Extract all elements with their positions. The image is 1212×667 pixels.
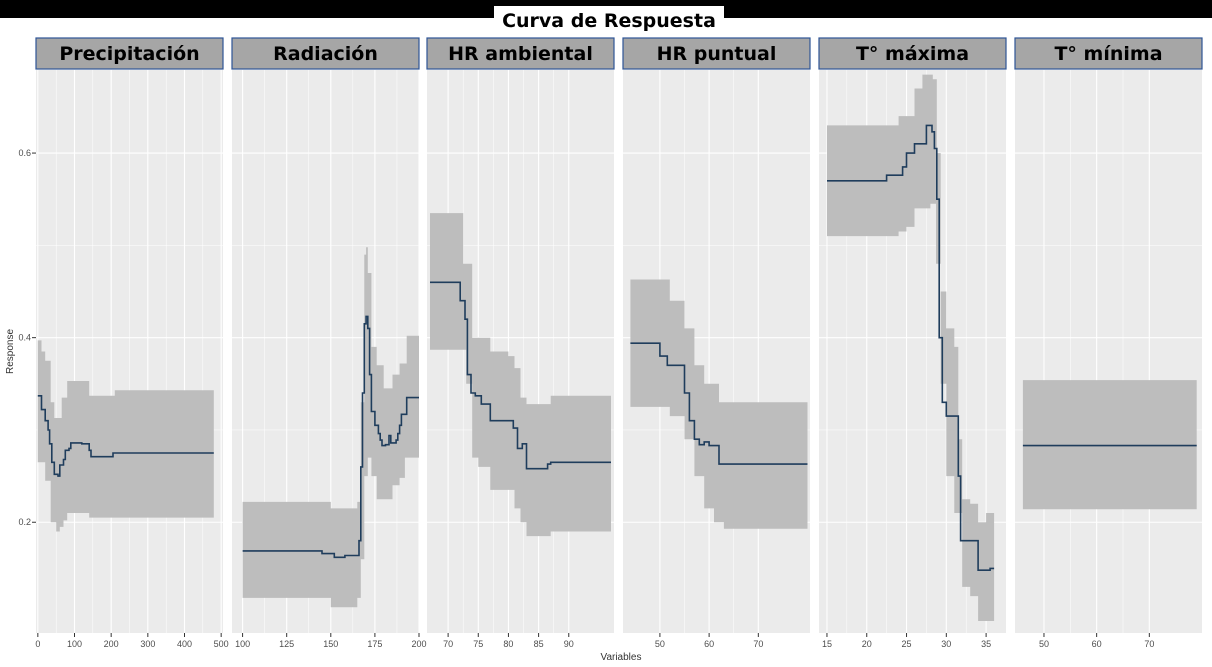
panel-2-response-line: [242, 315, 419, 559]
panel-6-background: [1015, 70, 1202, 633]
panel-3-x-tick-label: 70: [443, 639, 453, 649]
y-axis-title: Response: [5, 329, 16, 374]
panel-5-x-tick-label: 20: [862, 639, 872, 649]
panel-4-response-line: [630, 342, 808, 465]
panel-1-x-tick-label: 300: [140, 639, 155, 649]
panel-3-x-tick-label: 90: [564, 639, 574, 649]
panel-4-x-tick-label: 70: [753, 639, 763, 649]
panel-1-confidence-band: [37, 340, 214, 532]
panel-6-strip: [1014, 37, 1203, 70]
panel-1-x-tick-label: 500: [214, 639, 229, 649]
panel-2-x-tick-label: 200: [411, 639, 426, 649]
panel-3-strip-label: HR ambiental: [448, 43, 593, 65]
panel-1-strip-label: Precipitación: [59, 43, 199, 65]
panel-5-response-line: [827, 124, 995, 572]
panel-1-response-line: [37, 394, 214, 477]
panel-3-background: [427, 70, 614, 633]
panel-6-confidence-band: [1022, 380, 1197, 510]
panel-1-strip: [35, 37, 224, 70]
panel-3-x-tick-label: 75: [473, 639, 483, 649]
panel-5-strip-label: T° máxima: [856, 43, 969, 65]
panel-2-strip: [231, 37, 420, 70]
panel-4-strip: [622, 37, 811, 70]
panel-5-x-tick-label: 30: [941, 639, 951, 649]
panel-1-x-tick-label: 400: [177, 639, 192, 649]
panel-3-x-tick-label: 80: [503, 639, 513, 649]
panel-4-strip-label: HR puntual: [657, 43, 777, 65]
panel-6-x-tick-label: 50: [1039, 639, 1049, 649]
panel-3-confidence-band: [430, 213, 611, 537]
panel-1-x-tick-label: 200: [104, 639, 119, 649]
panel-5-x-tick-label: 25: [902, 639, 912, 649]
panel-1-x-tick-label: 0: [35, 639, 40, 649]
panel-3-strip: [426, 37, 615, 70]
y-tick-label: 0.2: [18, 517, 31, 527]
panel-6-x-tick-label: 70: [1144, 639, 1154, 649]
panel-3-response-line: [430, 281, 611, 470]
panel-5-confidence-band: [827, 74, 995, 622]
panel-2-x-tick-label: 150: [323, 639, 338, 649]
panel-2-x-tick-label: 100: [235, 639, 250, 649]
panel-2-x-tick-label: 125: [279, 639, 294, 649]
chart-title: Curva de Respuesta: [494, 6, 724, 36]
y-tick-label: 0.6: [18, 148, 31, 158]
x-axis-title: Variables: [601, 652, 642, 663]
panel-6-x-tick-label: 60: [1092, 639, 1102, 649]
panel-1-x-tick-label: 100: [67, 639, 82, 649]
y-tick-label: 0.4: [18, 333, 31, 343]
panel-2-strip-label: Radiación: [273, 43, 378, 65]
panel-5-strip: [818, 37, 1007, 70]
panel-4-x-tick-label: 50: [655, 639, 665, 649]
panel-4-confidence-band: [630, 279, 808, 529]
panel-2-confidence-band: [242, 247, 419, 608]
panel-5-x-tick-label: 15: [822, 639, 832, 649]
panel-6-strip-label: T° mínima: [1054, 43, 1162, 65]
panel-2-x-tick-label: 175: [367, 639, 382, 649]
panel-3-x-tick-label: 85: [534, 639, 544, 649]
panel-4-x-tick-label: 60: [704, 639, 714, 649]
panel-5-x-tick-label: 35: [981, 639, 991, 649]
